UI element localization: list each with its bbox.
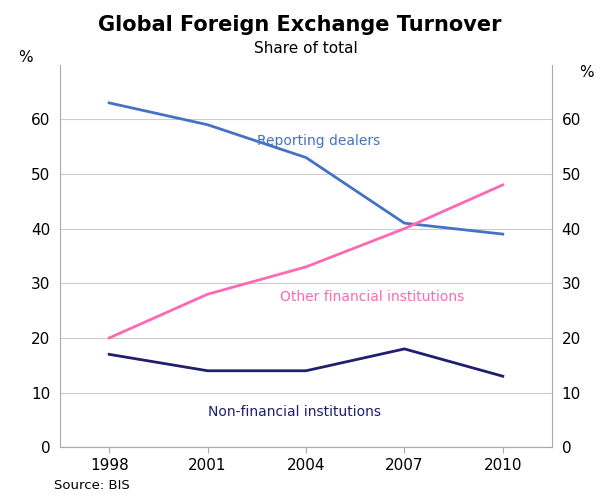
Text: Other financial institutions: Other financial institutions	[280, 290, 464, 304]
Text: Reporting dealers: Reporting dealers	[257, 134, 380, 148]
Text: Global Foreign Exchange Turnover: Global Foreign Exchange Turnover	[98, 15, 502, 35]
Text: Non-financial institutions: Non-financial institutions	[208, 405, 380, 419]
Text: Source: BIS: Source: BIS	[54, 479, 130, 492]
Y-axis label: %: %	[18, 50, 33, 65]
Y-axis label: %: %	[579, 65, 594, 80]
Title: Share of total: Share of total	[254, 41, 358, 57]
